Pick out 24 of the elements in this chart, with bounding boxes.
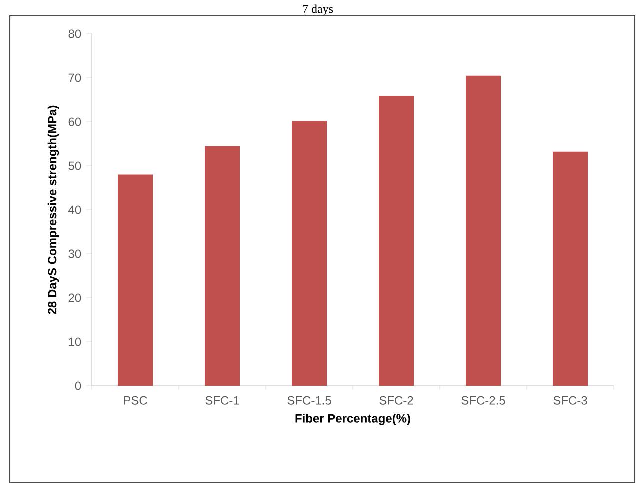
bar [205, 146, 240, 386]
x-axis-title: Fiber Percentage(%) [296, 414, 410, 426]
y-tick-label: 30 [68, 250, 82, 258]
bar [118, 174, 154, 386]
text: 7 days [303, 4, 334, 16]
y-tick-label: 0 [75, 382, 82, 390]
x-tick-label: SFC-1 [206, 396, 240, 405]
y-tick-label: 80 [68, 30, 82, 38]
x-tick-label: SFC-1.5 [288, 396, 332, 405]
y-tick-label: 60 [68, 118, 82, 126]
y-tick-label: 50 [68, 162, 82, 170]
x-tick-label: SFC-2.5 [462, 396, 506, 405]
bar [466, 76, 501, 386]
bar [553, 152, 588, 386]
x-tick-label: SFC-3 [554, 396, 588, 405]
x-tick-label: PSC [124, 396, 148, 405]
y-tick-label: 10 [69, 338, 82, 346]
y-axis-title: 28 DayS Compressive strength(MPa) [48, 106, 60, 314]
y-tick-label: 70 [68, 74, 82, 82]
y-tick-label: 20 [68, 294, 82, 302]
bar [292, 121, 327, 386]
x-tick-label: SFC-2 [380, 396, 414, 405]
y-tick-label: 40 [68, 206, 82, 214]
bar [379, 96, 414, 386]
